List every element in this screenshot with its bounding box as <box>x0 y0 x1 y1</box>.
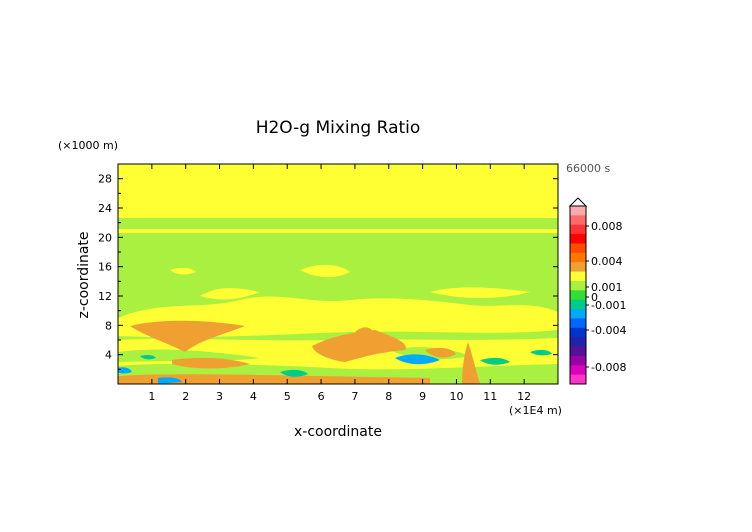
colorbar-swatch <box>570 346 586 357</box>
orange-surface <box>118 374 430 384</box>
colorbar-swatch <box>570 206 586 216</box>
yellow-blob <box>300 264 350 278</box>
x-axis-ticks: 1 2 3 4 5 6 7 8 9 10 11 12 <box>148 164 531 403</box>
orange-region <box>172 357 250 369</box>
y-tick-label: 12 <box>98 290 112 303</box>
y-tick-label: 8 <box>105 319 112 332</box>
colorbar-swatch <box>570 271 586 282</box>
y-tick-label: 4 <box>105 349 112 362</box>
y-tick-label: 24 <box>98 202 112 215</box>
blue-patch <box>118 367 132 374</box>
blue-patch <box>395 354 440 365</box>
x-axis-label: x-coordinate <box>294 424 382 440</box>
colorbar-swatch <box>570 337 586 348</box>
colorbar-tick-label: 0.008 <box>591 220 623 233</box>
colorbar-swatch <box>570 234 586 244</box>
colorbar-swatch <box>570 299 586 310</box>
teal-patch <box>530 349 552 356</box>
x-tick-label: 4 <box>250 390 257 403</box>
colorbar-swatch <box>570 309 586 319</box>
colorbar-swatch <box>570 252 586 263</box>
y-tick-label: 20 <box>98 231 112 244</box>
y-axis-label: z-coordinate <box>76 231 92 318</box>
x-tick-label: 11 <box>483 390 497 403</box>
colorbar-swatch <box>570 318 586 329</box>
colorbar-frame <box>569 205 587 385</box>
y-unit-label: (×1000 m) <box>58 139 118 152</box>
colorbar-tick-label: 0.001 <box>591 281 623 294</box>
x-tick-label: 10 <box>449 390 463 403</box>
teal-patch <box>480 357 510 365</box>
y-axis-ticks: 4 8 12 16 20 24 28 <box>98 173 558 370</box>
colorbar-tick-label: -0.001 <box>591 299 626 312</box>
colorbar-swatch <box>570 262 586 273</box>
colorbar-tick-label: -0.008 <box>591 361 626 374</box>
colorbar-swatch <box>570 243 586 254</box>
teal-patch <box>280 369 308 377</box>
colorbar-swatch <box>570 215 586 226</box>
colorbar-max-arrow <box>568 197 588 207</box>
colorbar-swatch <box>570 290 586 301</box>
blue-patch <box>158 377 182 384</box>
x-unit-label: (×1E4 m) <box>509 404 562 417</box>
yellow-blob <box>170 267 196 275</box>
x-tick-label: 3 <box>216 390 223 403</box>
colorbar-swatch <box>570 224 586 235</box>
x-tick-label: 1 <box>148 390 155 403</box>
x-tick-label: 9 <box>419 390 426 403</box>
colorbar-tick-label: -0.004 <box>591 324 626 337</box>
upper-yellow-region <box>118 164 558 218</box>
orange-plume <box>462 342 480 384</box>
colorbar-swatch <box>570 365 586 376</box>
orange-region <box>355 327 372 334</box>
time-label: 66000 s <box>566 162 610 175</box>
y-tick-label: 16 <box>98 261 112 274</box>
orange-region <box>312 330 406 362</box>
colorbar-swatch <box>570 280 586 291</box>
colorbar-swatches <box>570 206 586 385</box>
y-tick-label: 28 <box>98 173 112 186</box>
orange-region <box>425 347 456 358</box>
x-tick-label: 8 <box>385 390 392 403</box>
orange-region <box>130 320 245 352</box>
yellow-blob <box>200 288 260 300</box>
colorbar-tick-label: 0 <box>591 291 598 304</box>
colorbar-swatch <box>570 327 586 338</box>
chart-title: H2O-g Mixing Ratio <box>256 118 421 138</box>
x-tick-label: 6 <box>318 390 325 403</box>
colorbar-swatch <box>570 374 586 385</box>
yellow-thin-band <box>118 229 558 233</box>
x-tick-label: 5 <box>284 390 291 403</box>
green-patch <box>118 349 260 362</box>
plot-frame <box>117 163 559 385</box>
yellow-blob <box>430 287 530 298</box>
colorbar-tick-label: 0.004 <box>591 255 623 268</box>
x-tick-label: 2 <box>182 390 189 403</box>
x-tick-label: 12 <box>517 390 531 403</box>
colorbar-swatch <box>570 355 586 366</box>
teal-patch <box>140 354 156 360</box>
x-tick-label: 7 <box>351 390 358 403</box>
